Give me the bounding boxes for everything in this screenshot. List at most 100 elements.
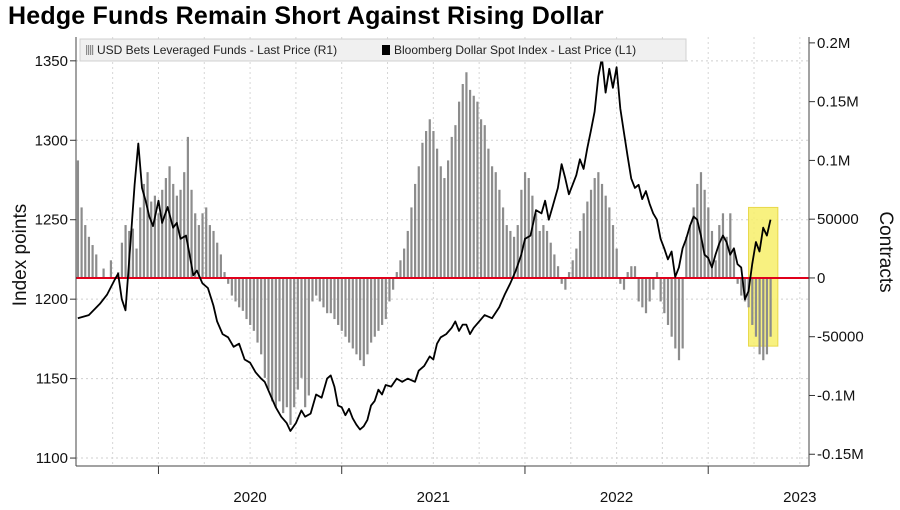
bar [659, 277, 662, 302]
bar [564, 277, 567, 290]
bar [472, 95, 475, 278]
bar [505, 225, 508, 278]
bar [487, 148, 490, 278]
bar [249, 277, 252, 325]
bar [450, 136, 453, 278]
bar [150, 201, 153, 278]
left-tick-label: 1100 [36, 450, 68, 467]
bar [183, 172, 186, 278]
bar [362, 277, 365, 367]
bar [157, 213, 160, 278]
bar [230, 277, 233, 296]
bar [285, 277, 288, 408]
bar [633, 266, 637, 278]
bar [168, 166, 171, 278]
right-axis-label: Contracts [875, 211, 896, 292]
bar [696, 183, 699, 278]
bar [648, 277, 651, 302]
bar [736, 277, 739, 284]
bar [758, 277, 761, 355]
bar [549, 242, 552, 278]
bar [582, 213, 585, 278]
bar [663, 277, 666, 314]
bar [161, 189, 164, 278]
bar [197, 225, 200, 278]
left-tick-label: 1200 [35, 291, 68, 308]
bar [91, 245, 94, 278]
bar [725, 236, 728, 278]
bar [344, 277, 347, 337]
bar [212, 230, 215, 278]
bar [655, 272, 659, 278]
bar [263, 277, 266, 378]
bar [501, 207, 505, 278]
bar [531, 195, 534, 278]
legend-swatch-bars [88, 45, 90, 55]
bar [769, 277, 772, 337]
bar [512, 236, 516, 278]
bar [395, 272, 398, 278]
bar [483, 125, 486, 278]
bar [208, 225, 211, 278]
bar [414, 183, 417, 278]
bar [139, 207, 142, 278]
bar [131, 228, 135, 278]
bar [190, 189, 193, 278]
bar [238, 277, 241, 308]
bar [315, 277, 318, 296]
bar [567, 272, 571, 278]
bar [274, 277, 277, 408]
x-tick-label: 2021 [417, 489, 450, 506]
bar [644, 277, 648, 314]
bar [575, 248, 578, 278]
bar [421, 142, 424, 278]
right-tick-label: -0.15M [817, 446, 864, 463]
left-tick-label: 1300 [35, 132, 68, 149]
bar [743, 277, 747, 302]
bar [586, 201, 589, 278]
bar [468, 89, 472, 278]
bar [142, 183, 146, 278]
bar [615, 248, 618, 278]
bar [714, 260, 717, 278]
bar [703, 189, 706, 278]
bar [611, 225, 615, 278]
bar [509, 230, 512, 278]
bar [732, 248, 736, 278]
bar [593, 178, 596, 278]
bar [428, 119, 431, 278]
bar [87, 236, 91, 278]
bar [439, 166, 442, 278]
left-tick-label: 1350 [35, 53, 68, 70]
bar [718, 225, 721, 278]
bar [289, 277, 292, 425]
bar [307, 277, 310, 396]
bar [322, 277, 325, 308]
bar [403, 248, 406, 278]
bar [578, 230, 582, 278]
bar [271, 277, 274, 402]
bar [604, 195, 607, 278]
bar [626, 272, 629, 278]
bar [641, 277, 644, 308]
bar [300, 277, 303, 378]
bar [436, 148, 439, 278]
bar [194, 213, 197, 278]
bar [340, 277, 343, 331]
bar [527, 178, 530, 278]
bar [410, 207, 413, 278]
bar [461, 84, 464, 278]
bar [542, 225, 545, 278]
bar [765, 277, 769, 355]
left-axis-label: Index points [10, 204, 31, 306]
bar [293, 277, 296, 408]
bars-layer [76, 72, 772, 425]
legend-swatch-bars [92, 45, 94, 55]
bar [465, 72, 468, 278]
right-tick-label: 50000 [817, 211, 859, 228]
bar [227, 277, 230, 284]
x-tick-label: 2023 [783, 489, 816, 506]
bar [523, 172, 527, 278]
bar [164, 178, 167, 278]
